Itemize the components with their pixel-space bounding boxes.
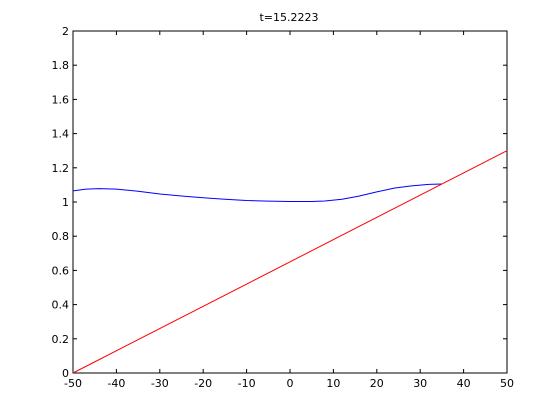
x-tick-label: 40: [457, 377, 471, 390]
y-tick-label: 2: [62, 25, 69, 38]
x-tick-label: -30: [151, 377, 169, 390]
plot-area: [72, 30, 508, 374]
series-line-1: [72, 183, 442, 202]
x-tick-label: -50: [64, 377, 82, 390]
y-tick-label: 0.4: [52, 299, 70, 312]
series-layer: [72, 150, 508, 374]
y-tick-label: 1.6: [52, 93, 70, 106]
x-axis: -50 -40 -30 -20 -10 0 10 20 30 40 50: [64, 31, 514, 390]
y-tick-label: 1.2: [52, 162, 70, 175]
x-tick-label: 10: [326, 377, 340, 390]
x-tick-label: 0: [287, 377, 294, 390]
x-tick-label: 30: [413, 377, 427, 390]
y-tick-label: 0.8: [52, 230, 70, 243]
series-line-2: [72, 150, 508, 374]
y-axis: 0 0.2 0.4 0.6 0.8 1 1.2 1.4 1.6 1.8 2: [52, 25, 507, 380]
chart-title: t=15.2223: [259, 11, 318, 24]
y-tick-label: 1.8: [52, 59, 70, 72]
x-tick-label: -40: [107, 377, 125, 390]
y-tick-label: 1: [62, 196, 69, 209]
y-tick-label: 0.2: [52, 333, 70, 346]
x-tick-label: -20: [194, 377, 212, 390]
y-tick-label: 0.6: [52, 264, 70, 277]
x-tick-label: 20: [370, 377, 384, 390]
y-tick-label: 0: [62, 367, 69, 380]
x-tick-label: -10: [238, 377, 256, 390]
y-tick-label: 1.4: [52, 128, 70, 141]
x-tick-label: 50: [500, 377, 514, 390]
